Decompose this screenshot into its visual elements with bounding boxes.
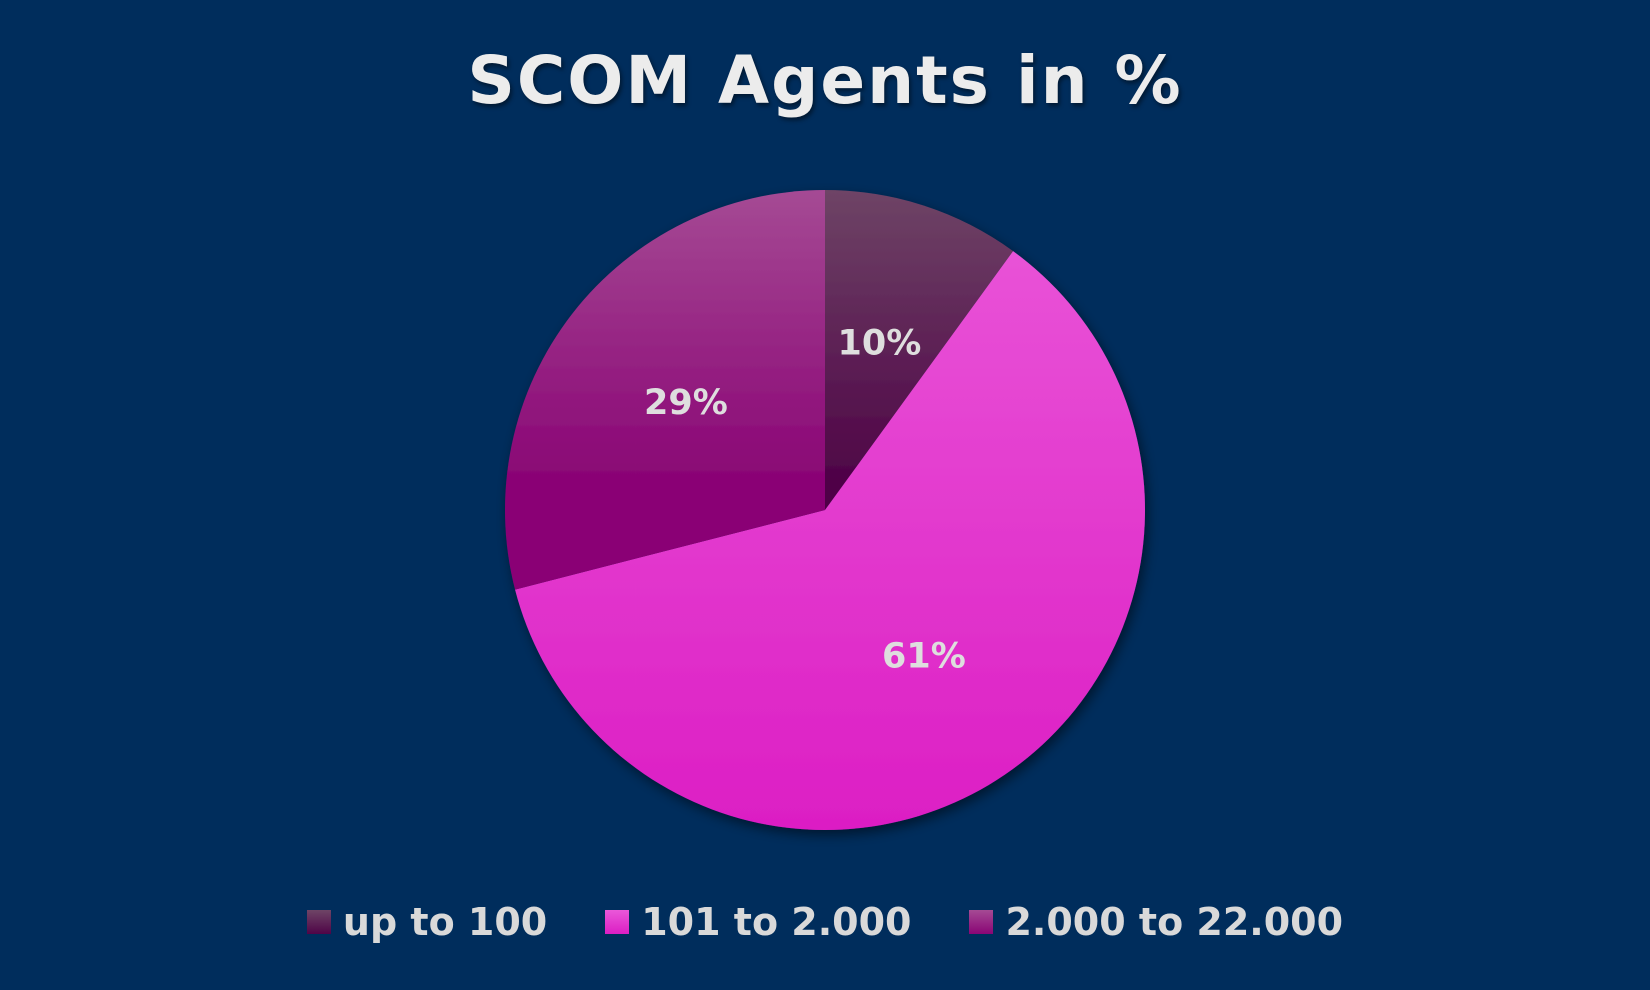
data-label: 29%: [644, 383, 728, 423]
data-label: 10%: [837, 324, 921, 364]
legend-swatch: [306, 910, 331, 934]
legend-swatch: [969, 910, 994, 934]
legend-swatch: [605, 910, 630, 934]
data-label: 61%: [882, 637, 966, 677]
legend: up to 100 101 to 2.000 2.000 to 22.000: [0, 900, 1650, 944]
legend-label: 101 to 2.000: [641, 900, 912, 944]
legend-label: 2.000 to 22.000: [1005, 900, 1344, 944]
legend-item: up to 100: [306, 900, 548, 944]
pie-slice-1: [515, 251, 1146, 830]
pie-slice-2: [505, 190, 825, 590]
chart-title: SCOM Agents in %: [467, 42, 1183, 119]
pie-slice-0: [825, 190, 1014, 510]
legend-item: 2.000 to 22.000: [969, 900, 1343, 944]
legend-item: 101 to 2.000: [605, 900, 911, 944]
legend-label: up to 100: [342, 900, 548, 944]
